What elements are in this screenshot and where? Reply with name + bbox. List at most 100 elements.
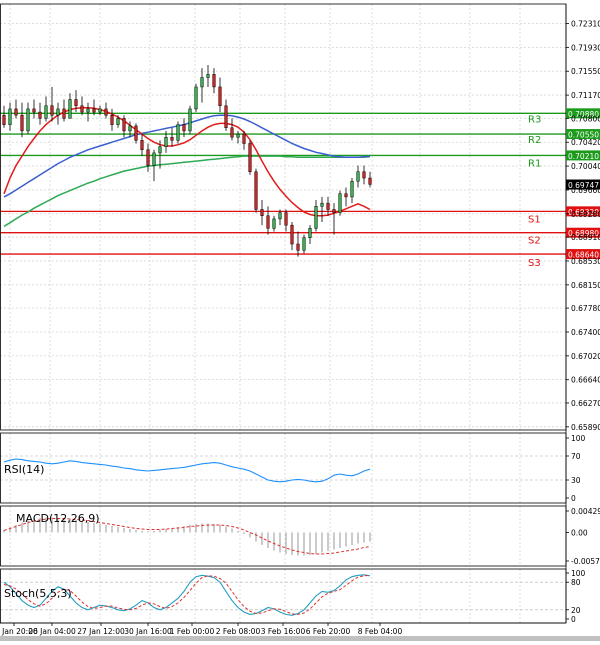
level-label-s3: S3: [528, 258, 541, 269]
candle-bear: [266, 215, 270, 229]
price-tick-label: 0.68530: [571, 257, 600, 266]
candle-bull: [236, 133, 240, 138]
level-price-tag-s3: [566, 249, 600, 260]
price-tick-label: 0.68150: [571, 281, 600, 290]
candle-bear: [254, 171, 258, 210]
level-price-tag-s1: [566, 206, 600, 217]
candle-bull: [68, 99, 72, 119]
level-label-r3: R3: [528, 114, 541, 125]
candle-bull: [176, 124, 180, 141]
indicators: [0, 455, 566, 616]
time-tick-label: 6 Feb 20:00: [306, 627, 351, 636]
candle-bull: [128, 125, 132, 132]
price-tick-label: 0.69660: [571, 186, 600, 195]
candle-bull: [206, 74, 210, 78]
candle-bear: [134, 125, 138, 141]
candle-bear: [146, 149, 150, 166]
macd-tick-label: -0.005702: [571, 557, 600, 566]
candle-bull: [188, 108, 192, 132]
level-price-tag-r2: [566, 129, 600, 140]
candle-bear: [212, 74, 216, 88]
level-price-tag-text-s2: 0.68980: [568, 229, 599, 238]
candle-bull: [320, 202, 324, 207]
rsi-tick-label: 0: [571, 494, 576, 503]
candle-bear: [248, 143, 252, 173]
candle-bear: [344, 193, 348, 198]
level-price-tag-r1: [566, 150, 600, 161]
candle-bear: [62, 108, 66, 119]
candle-bull: [26, 108, 30, 132]
frames: [0, 3, 600, 641]
level-price-tag-r3: [566, 108, 600, 119]
candle-bear: [32, 108, 36, 113]
candle-bear: [110, 114, 114, 125]
current-price-text: 0.69747: [568, 181, 599, 190]
price-tick-label: 0.71170: [571, 91, 600, 100]
stoch-tick-label: 100: [571, 569, 586, 578]
level-price-tag-text-r3: 0.70880: [568, 110, 599, 119]
rsi-label: RSI(14): [4, 463, 44, 476]
candle-bear: [326, 202, 330, 210]
level-price-tag-text-r1: 0.70210: [568, 152, 599, 161]
candle-bull: [158, 146, 162, 154]
candle-bull: [116, 118, 120, 125]
price-tick-label: 0.70420: [571, 138, 600, 147]
candle-bull: [302, 237, 306, 251]
candle-bear: [230, 127, 234, 138]
price-tick-label: 0.66640: [571, 376, 600, 385]
candle-bear: [296, 243, 300, 251]
candle-bear: [140, 140, 144, 151]
candles: [2, 64, 372, 257]
stoch-tick-label: 20: [571, 606, 581, 615]
level-label-r1: R1: [528, 158, 541, 169]
candle-bear: [260, 209, 264, 216]
candle-bull: [350, 180, 354, 198]
time-tick-label: 8 Feb 04:00: [358, 627, 403, 636]
ma-blue-line: [3, 114, 371, 198]
price-axis: 0.70880 0.70550 0.70210 0.69320 0.68980 0.686…: [0, 19, 600, 636]
candle-bear: [290, 224, 294, 245]
candle-bull: [152, 152, 156, 166]
macd-signal-line: [3, 518, 371, 555]
candle-bear: [80, 105, 84, 113]
time-tick-label: 3 Feb 16:00: [261, 627, 306, 636]
candle-bear: [242, 133, 246, 144]
time-tick-label: 2 Feb 08:00: [216, 627, 261, 636]
labels: R3 R2 R1 S1 S2 S3 RSI(14) MACD(12,26,9) Stoch(5,…: [4, 114, 541, 600]
rsi-tick-label: 100: [571, 434, 586, 443]
macd-tick-label: 0.00: [571, 528, 588, 537]
candle-bear: [122, 118, 126, 132]
price-tick-label: 0.71930: [571, 43, 600, 52]
candle-bear: [20, 114, 24, 132]
candle-bull: [44, 105, 48, 119]
candle-bull: [200, 77, 204, 88]
level-label-s1: S1: [528, 214, 541, 225]
rsi-tick-label: 30: [571, 476, 581, 485]
rsi-line: [3, 458, 371, 483]
candle-bear: [368, 177, 372, 185]
candle-bull: [338, 193, 342, 213]
candle-bear: [224, 105, 228, 129]
macd-tick-label: 0.004295: [571, 507, 600, 516]
candle-bull: [56, 108, 60, 116]
candle-bull: [272, 218, 276, 229]
candle-bear: [362, 171, 366, 179]
candle-bear: [14, 108, 18, 116]
candle-bull: [356, 171, 360, 182]
candle-bull: [194, 86, 198, 110]
stoch-k-line: [3, 574, 371, 616]
bottom-scrollbar: [0, 636, 600, 641]
candle-bear: [74, 99, 78, 107]
candle-bear: [182, 124, 186, 132]
price-tick-label: 0.70800: [571, 114, 600, 123]
candle-bear: [218, 86, 222, 107]
price-tick-label: 0.65890: [571, 423, 600, 432]
time-tick-label: 1 Feb 00:00: [170, 627, 215, 636]
stoch-label: Stoch(5,5,3): [4, 587, 72, 600]
candle-bear: [50, 105, 54, 116]
current-price-tag: [566, 179, 600, 190]
price-tick-label: 0.68910: [571, 233, 600, 242]
candle-bear: [170, 136, 174, 141]
